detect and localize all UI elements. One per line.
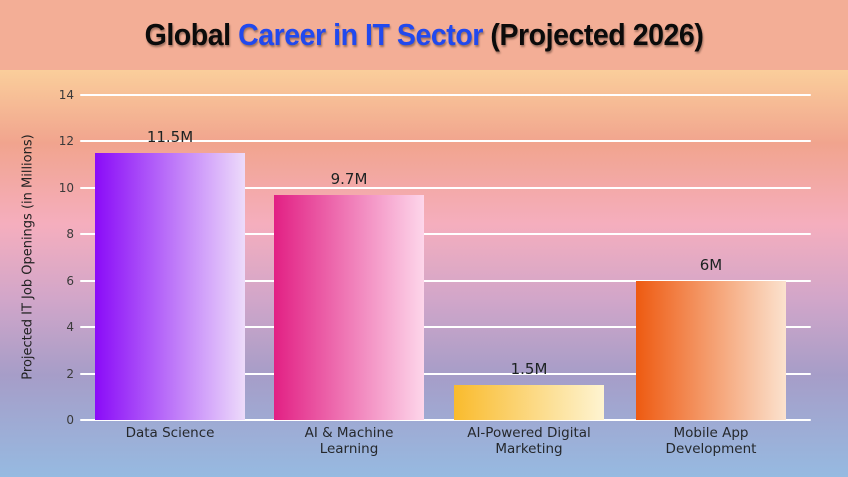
gridline-y12	[80, 140, 811, 143]
category-label-line: Development	[665, 440, 757, 457]
header-band: Global Career in IT Sector (Projected 20…	[0, 0, 848, 70]
value-label-11.5m: 11.5M	[146, 128, 194, 147]
y-axis-title: Projected IT Job Openings (in Millions)	[20, 134, 36, 380]
bar-ai-powered-digital-marketing	[454, 385, 604, 420]
page-title: Global Career in IT Sector (Projected 20…	[34, 0, 814, 70]
y-tick-label-6: 6	[66, 273, 74, 288]
y-tick-label-14: 14	[58, 88, 74, 102]
bar-data-science	[95, 153, 245, 420]
bar-chart: 0 2 4 6 8 10 12 14 11.5M Data Science 9.7M AI & Ma…	[0, 70, 848, 477]
gridline-y4	[80, 326, 811, 329]
y-tick-label-4: 4	[66, 320, 74, 335]
page-title-part-black-2: (Projected 2026)	[482, 17, 704, 52]
category-label-data-science: Data Science	[70, 425, 270, 442]
gridline-y8	[80, 233, 811, 236]
category-label-line: AI & Machine	[304, 425, 394, 441]
y-tick-label-0: 0	[66, 413, 74, 427]
category-label-line: Marketing	[495, 440, 563, 457]
y-tick-label-12: 12	[58, 134, 74, 149]
category-label-line: AI-Powered Digital	[467, 425, 591, 441]
gridline-y14	[80, 94, 811, 96]
category-label-mobile-app-development: Mobile App Development	[611, 425, 811, 458]
value-label-9.7m: 9.7M	[330, 169, 368, 188]
category-label-ai-machine-learning: AI & Machine Learning	[249, 425, 449, 458]
gridline-y2	[80, 372, 811, 375]
page-title-part-blue: Career in IT Sector	[238, 17, 483, 52]
y-tick-label-2: 2	[66, 366, 74, 381]
gridline-y0	[80, 419, 811, 421]
category-label-line: Learning	[319, 440, 379, 457]
value-label-6m: 6M	[699, 255, 723, 274]
y-tick-label-8: 8	[66, 227, 74, 242]
bar-ai-machine-learning	[274, 194, 424, 420]
bar-mobile-app-development	[636, 280, 786, 420]
page-title-part-black-1: Global	[144, 17, 239, 52]
category-label-line: Mobile App	[673, 425, 749, 441]
gridline-y6	[80, 279, 811, 282]
category-label-ai-powered-digital-marketing: AI-Powered Digital Marketing	[429, 425, 629, 458]
value-label-1.5m: 1.5M	[510, 360, 548, 379]
gridline-y10	[80, 186, 811, 189]
category-label-line: Data Science	[125, 425, 215, 441]
y-tick-label-10: 10	[58, 180, 74, 195]
